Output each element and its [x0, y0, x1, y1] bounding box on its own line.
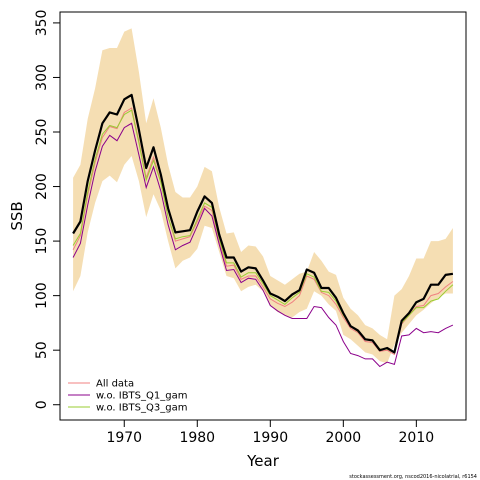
x-tick-label: 1980: [179, 430, 215, 446]
x-tick-label: 2010: [399, 430, 435, 446]
confidence-band: [73, 28, 453, 364]
x-tick-label: 1990: [252, 430, 288, 446]
plot-frame: [59, 11, 467, 421]
y-tick-label: 100: [34, 282, 50, 309]
legend-label: All data: [96, 379, 134, 390]
x-axis-title: Year: [246, 452, 280, 470]
y-axis-title: SSB: [8, 201, 26, 230]
legend-label: w.o. IBTS_Q1_gam: [96, 391, 187, 402]
x-tick-label: 1970: [106, 430, 142, 446]
plot-area: [72, 28, 454, 368]
y-axis: 0 50 100 150 200 250 300 350: [34, 10, 60, 409]
y-tick-label: 250: [34, 119, 50, 146]
y-tick-label: 350: [34, 10, 50, 37]
y-tick-label: 300: [34, 64, 50, 91]
series-wo-ibts-q1-line: [72, 122, 454, 368]
x-tick-label: 2000: [326, 430, 362, 446]
y-tick-label: 150: [34, 228, 50, 255]
y-tick-label: 200: [34, 173, 50, 200]
footer-credit: stockassessment.org, nscod2016-nicolatri…: [349, 474, 477, 480]
x-axis: 1970 1980 1990 2000 2010: [106, 420, 434, 446]
y-tick-label: 50: [34, 341, 50, 359]
y-tick-label: 0: [34, 400, 50, 409]
ssb-estimate-line: [72, 93, 454, 354]
legend-label: w.o. IBTS_Q3_gam: [96, 403, 187, 414]
